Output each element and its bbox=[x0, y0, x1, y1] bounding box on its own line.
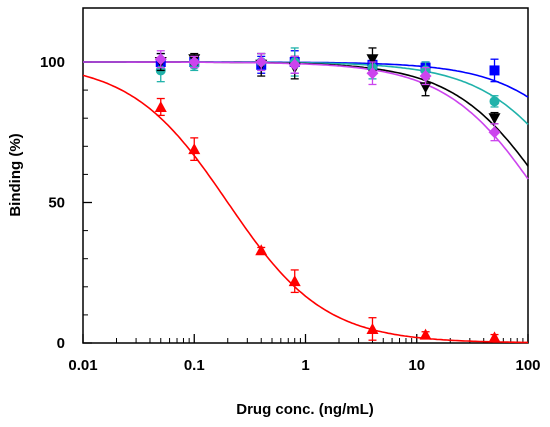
marker-triangle-up bbox=[366, 322, 379, 334]
x-axis-label: Drug conc. (ng/mL) bbox=[236, 401, 374, 418]
axis-ticks bbox=[82, 61, 529, 344]
y-tick-label: 100 bbox=[40, 54, 65, 71]
y-tick-label: 0 bbox=[57, 335, 65, 352]
x-tick-label: 0.1 bbox=[184, 357, 205, 374]
marker-square bbox=[489, 65, 500, 76]
marker-triangle-up bbox=[288, 275, 301, 287]
tick-labels: 0.01 0.1 1 10 100 0 50 100 bbox=[40, 54, 541, 374]
marker-diamond bbox=[488, 126, 501, 139]
x-tick-label: 10 bbox=[408, 357, 425, 374]
y-axis-label: Binding (%) bbox=[7, 133, 24, 216]
marker-diamond bbox=[366, 67, 379, 80]
marker-diamond bbox=[288, 58, 301, 71]
marker-triangle-down bbox=[366, 54, 379, 66]
y-tick-label: 50 bbox=[48, 195, 65, 212]
marker-triangle-up bbox=[419, 328, 432, 340]
data-points bbox=[154, 47, 501, 343]
marker-circle bbox=[489, 96, 500, 107]
x-tick-label: 0.01 bbox=[68, 357, 97, 374]
marker-triangle-up bbox=[154, 100, 167, 112]
marker-triangle-down bbox=[488, 113, 501, 125]
x-tick-label: 100 bbox=[515, 357, 540, 374]
marker-triangle-up bbox=[188, 143, 201, 155]
x-tick-label: 1 bbox=[301, 357, 309, 374]
marker-diamond bbox=[255, 56, 268, 68]
marker-diamond bbox=[419, 70, 432, 83]
marker-diamond bbox=[154, 53, 167, 66]
marker-triangle-up bbox=[255, 244, 268, 256]
marker-triangle-up bbox=[488, 331, 501, 343]
marker-diamond bbox=[188, 56, 201, 68]
